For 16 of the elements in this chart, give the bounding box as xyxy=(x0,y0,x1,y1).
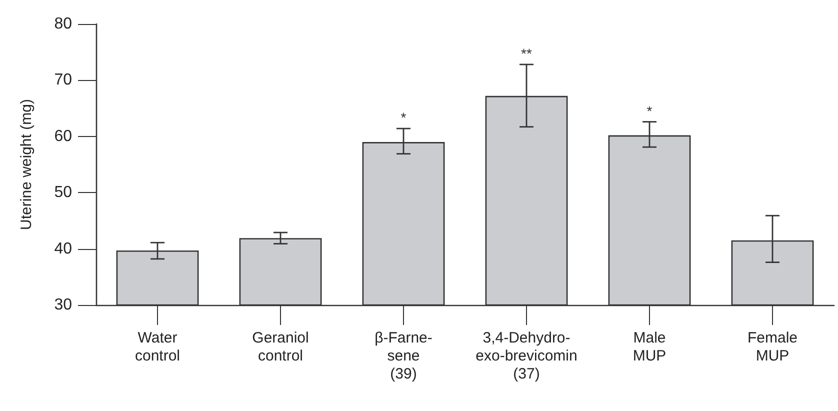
data-label: ** xyxy=(521,45,532,62)
data-label: * xyxy=(400,110,407,126)
y-tick-label: 30 xyxy=(54,296,72,314)
y-tick-label: 40 xyxy=(54,240,72,258)
y-tick-label: 70 xyxy=(54,72,72,89)
x-tick-label: Male MUP xyxy=(632,330,666,364)
x-tick-label: Geraniol control xyxy=(252,330,309,364)
x-tick-label: β-Farne- sene (39) xyxy=(374,330,432,382)
y-tick-label: 80 xyxy=(54,16,72,32)
x-tick-label: Female MUP xyxy=(747,330,798,364)
data-label: * xyxy=(646,102,653,119)
y-axis-title: Uterine weight (mg) xyxy=(18,99,35,230)
y-tick-label: 50 xyxy=(54,184,72,202)
y-tick-label: 60 xyxy=(54,128,72,145)
x-tick-label: Water control xyxy=(134,330,180,364)
x-tick-label: 3,4-Dehydro- exo-brevicomin (37) xyxy=(476,330,578,382)
